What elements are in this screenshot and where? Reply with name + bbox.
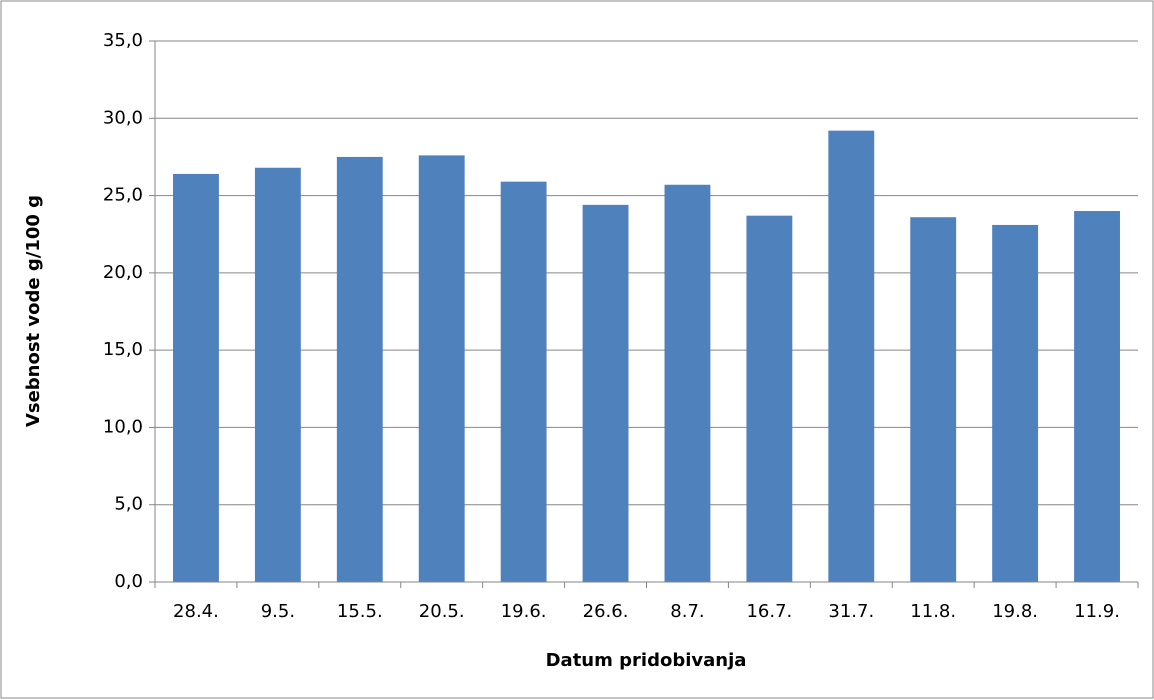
bar <box>254 167 301 582</box>
y-tick-label: 20,0 <box>103 262 143 283</box>
bar <box>664 184 711 582</box>
y-tick-label: 35,0 <box>103 30 143 51</box>
x-tick-label: 19.6. <box>501 601 547 622</box>
bar <box>336 156 383 582</box>
x-tick-label: 26.6. <box>583 601 629 622</box>
x-tick-label: 28.4. <box>173 601 219 622</box>
bar <box>418 155 465 582</box>
x-axis-title: Datum pridobivanja <box>546 650 747 671</box>
x-tick-label: 19.8. <box>992 601 1038 622</box>
x-tick-label: 9.5. <box>261 601 295 622</box>
y-tick-label: 15,0 <box>103 339 143 360</box>
bar <box>910 217 957 582</box>
bar <box>992 224 1039 582</box>
x-tick-label: 11.8. <box>910 601 956 622</box>
bar <box>173 173 219 582</box>
x-tick-label: 8.7. <box>670 601 704 622</box>
x-tick-label: 31.7. <box>828 601 874 622</box>
x-tick-label: 11.9. <box>1074 601 1120 622</box>
bar <box>500 181 547 582</box>
y-axis-title: Vsebnost vode g/100 g <box>23 195 44 427</box>
bar <box>828 130 875 582</box>
x-tick-label: 16.7. <box>746 601 792 622</box>
x-tick-label: 15.5. <box>337 601 383 622</box>
x-tick-label: 20.5. <box>419 601 465 622</box>
bar <box>746 215 793 582</box>
bar <box>582 204 629 583</box>
y-tick-label: 0,0 <box>114 571 143 592</box>
y-tick-label: 10,0 <box>103 416 143 437</box>
y-tick-label: 5,0 <box>114 494 143 515</box>
bar <box>1074 211 1120 582</box>
y-tick-label: 25,0 <box>103 185 143 206</box>
y-tick-label: 30,0 <box>103 107 143 128</box>
